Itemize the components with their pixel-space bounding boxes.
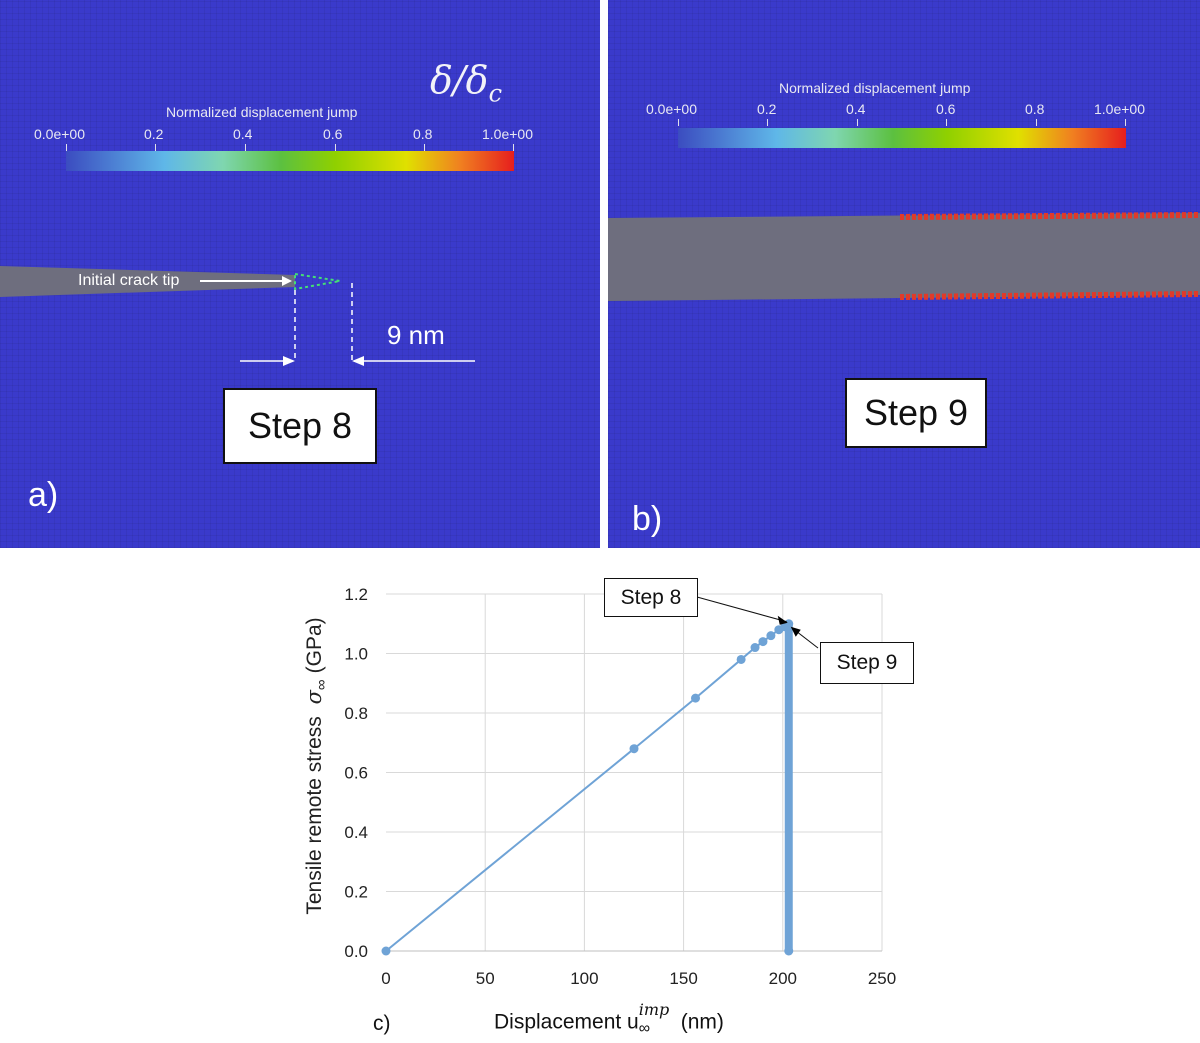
x-tick-label: 50 [476, 969, 495, 988]
damage-band-bottom [899, 291, 1200, 300]
dimension-arrowhead-right [352, 356, 364, 366]
colorbar-tick: 0.0e+00 [34, 126, 85, 142]
stress-drop-band [784, 623, 793, 951]
x-tick-label: 200 [769, 969, 797, 988]
y-tick-label: 1.0 [344, 645, 368, 664]
callout-step-9: Step 9 [820, 642, 914, 684]
data-point [750, 643, 760, 653]
callout-step-8: Step 8 [604, 578, 698, 617]
colorbar-tickmark [946, 119, 947, 126]
chart-annotations [696, 596, 819, 649]
colorbar-tickmark [513, 144, 514, 151]
step-9-label: Step 9 [845, 378, 987, 448]
chart-ticks: 0 50 100 150 200 250 0.0 0.2 0.4 0.6 0.8 1.0 1.2 [344, 585, 896, 988]
y-tick-label: 0.4 [344, 823, 368, 842]
x-tick-label: 150 [669, 969, 697, 988]
data-point [629, 744, 639, 754]
y-tick-label: 0.2 [344, 883, 368, 902]
damage-band-top [899, 212, 1200, 220]
y-tick-label: 0.6 [344, 764, 368, 783]
panel-letter-c: c) [373, 1012, 391, 1035]
panel-letter-a: a) [28, 476, 59, 514]
colorbar-title: Normalized displacement jump [779, 80, 971, 96]
x-tick-label: 0 [381, 969, 390, 988]
colorbar-tick: 0.2 [144, 126, 164, 142]
colorbar-title: Normalized displacement jump [166, 104, 358, 120]
colorbar-tickmark [155, 144, 156, 151]
x-tick-label: 250 [868, 969, 896, 988]
data-point [736, 654, 746, 664]
colorbar-tickmark [678, 119, 679, 126]
x-axis-label: Displacement u imp ∞ (nm) [494, 1000, 724, 1037]
field-background [0, 0, 600, 548]
colorbar-tickmark [424, 144, 425, 151]
initial-crack [0, 266, 295, 297]
colorbar-tick: 0.2 [757, 101, 777, 117]
data-point [691, 693, 701, 703]
colorbar-tick: 0.0e+00 [646, 101, 697, 117]
colorbar-tickmark [66, 144, 67, 151]
dimension-arrowhead-left [283, 356, 295, 366]
series-line [385, 622, 790, 952]
crack-tip-arrowhead [282, 276, 292, 286]
colorbar-tickmark [767, 119, 768, 126]
colorbar-tick: 0.6 [936, 101, 956, 117]
colorbar-tickmark [335, 144, 336, 151]
data-point [758, 637, 768, 647]
chart-grid [386, 593, 883, 951]
open-crack [608, 213, 1200, 301]
y-axis-label: Tensile remote stress σ∞(GPa) [302, 617, 330, 914]
stress-displacement-chart: 0 50 100 150 200 250 0.0 0.2 0.4 0.6 0.8 1.0 1.2 Ten… [302, 585, 896, 988]
colorbar-tick: 1.0e+00 [1094, 101, 1145, 117]
panel-letter-b: b) [632, 500, 663, 538]
colorbar-tickmark [857, 119, 858, 126]
distance-label: 9 nm [387, 320, 445, 350]
callout-arrow-step-8 [696, 596, 787, 623]
y-axis-label-group: Tensile remote stress σ∞(GPa) [302, 617, 330, 914]
colorbar [678, 128, 1126, 148]
colorbar-tickmark [1125, 119, 1126, 126]
colorbar-tickmark [1036, 119, 1037, 126]
panel-a: δ/δc Normalized displacement jump 0.0e+0… [0, 0, 600, 548]
colorbar-tick: 0.4 [846, 101, 866, 117]
delta-ratio-label: δ/δc [430, 58, 503, 108]
data-point [381, 946, 391, 956]
cohesive-zone [294, 272, 341, 291]
data-point [766, 631, 776, 641]
x-tick-label: 100 [570, 969, 598, 988]
colorbar-tick: 0.8 [413, 126, 433, 142]
initial-crack-tip-label: Initial crack tip [78, 272, 180, 289]
colorbar-tick: 0.8 [1025, 101, 1045, 117]
colorbar-tick: 0.4 [233, 126, 253, 142]
chart-series [381, 619, 794, 956]
callout-arrowhead-step-9 [790, 626, 801, 637]
panel-b: Normalized displacement jump 0.0e+00 0.2… [608, 0, 1200, 548]
crack-figure-b [608, 212, 1200, 301]
y-tick-label: 0.0 [344, 942, 368, 961]
colorbar [66, 151, 514, 171]
step-8-label: Step 8 [223, 388, 377, 464]
crack-figure-a [0, 266, 475, 366]
y-tick-label: 0.8 [344, 704, 368, 723]
colorbar-tick: 0.6 [323, 126, 343, 142]
colorbar-tickmark [245, 144, 246, 151]
colorbar-tick: 1.0e+00 [482, 126, 533, 142]
callout-arrowhead-step-8 [777, 615, 788, 625]
drop-end-point [784, 946, 794, 956]
y-tick-label: 1.2 [344, 585, 368, 604]
